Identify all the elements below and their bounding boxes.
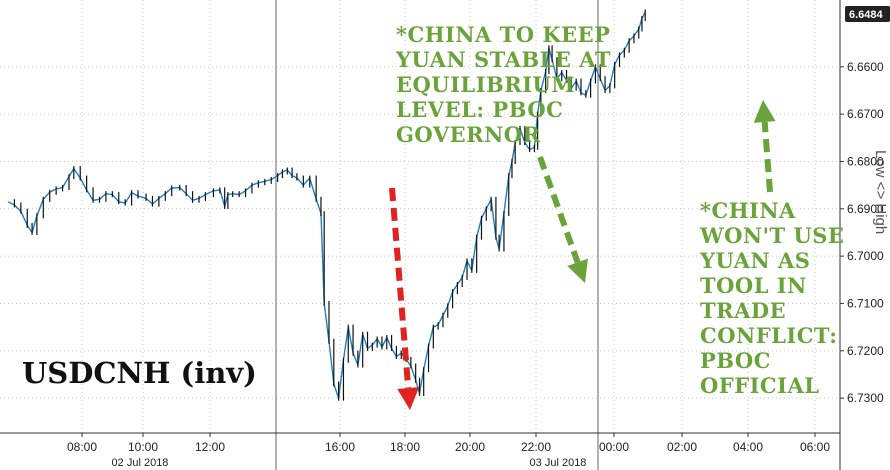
green-arrow-down-head (567, 258, 588, 283)
x-tick-label: 10:00 (128, 440, 158, 454)
x-tick-label: 16:00 (325, 440, 355, 454)
annotation-line: OFFICIAL (700, 373, 820, 398)
x-tick-label: 22:00 (521, 440, 551, 454)
annotation-line: CONFLICT: (700, 323, 838, 348)
grid-lines (0, 0, 841, 470)
red-arrow-shaft (389, 187, 412, 389)
x-tick-label: 04:00 (733, 440, 763, 454)
y-tick-label: 6.6900 (847, 202, 884, 216)
red-arrow-head (397, 387, 420, 410)
y-tick-label: 6.6600 (847, 60, 884, 74)
x-tick-label: 06:00 (800, 440, 830, 454)
green-arrow-down-shaft (537, 155, 581, 264)
green-arrow-up-head (753, 100, 776, 123)
x-tick-label: 18:00 (390, 440, 420, 454)
annotation-line: YUAN AS (699, 248, 810, 273)
annotation-line: *CHINA TO KEEP (396, 22, 610, 47)
annotation-line: YUAN STABLE AT (395, 47, 611, 72)
annotation-line: PBOC (700, 348, 771, 373)
x-tick-label: 20:00 (455, 440, 485, 454)
annotation-line: GOVERNOR (396, 122, 541, 147)
annotation-arrows (389, 100, 776, 410)
y-tick-label: 6.7300 (847, 391, 884, 405)
date-label: 03 Jul 2018 (530, 457, 587, 469)
last-value-tag: 6.6484 (845, 6, 890, 22)
series-usdcnh (7, 9, 646, 401)
y-tick-label: 6.7000 (847, 249, 884, 263)
annotation-line: *CHINA (700, 198, 796, 223)
annotation-line: TOOL IN (700, 273, 807, 298)
y-tick-label: 6.6700 (847, 107, 884, 121)
y-tick-label: 6.6800 (847, 154, 884, 168)
annotation-pboc-governor: *CHINA TO KEEP YUAN STABLE AT EQUILIBRIU… (395, 22, 619, 147)
green-arrow-down (537, 155, 588, 283)
red-arrow (389, 187, 420, 410)
x-axis: 08:00 10:00 12:00 16:00 18:00 20:00 22:00 00:00… (67, 433, 830, 469)
green-arrow-up (753, 100, 776, 193)
x-tick-label: 08:00 (67, 440, 97, 454)
annotation-line: EQUILIBRIUM (396, 72, 575, 97)
annotation-line: TRADE (700, 298, 786, 323)
y-axis: 6.6600 6.6700 6.6800 6.6900 6.7000 6.7100 6.72… (840, 60, 884, 405)
x-tick-label: 00:00 (599, 440, 629, 454)
x-tick-label: 02:00 (667, 440, 697, 454)
x-tick-label: 12:00 (195, 440, 225, 454)
last-value-label: 6.6484 (849, 9, 884, 21)
green-arrow-up-shaft (761, 121, 773, 193)
annotation-line: WON'T USE (699, 223, 844, 248)
side-label: Low <> High (872, 150, 889, 234)
date-label: 02 Jul 2018 (112, 457, 169, 469)
chart-title: USDCNH (inv) (22, 356, 257, 390)
annotation-line: LEVEL: PBOC (396, 97, 563, 122)
y-tick-label: 6.7100 (847, 296, 884, 310)
y-tick-label: 6.7200 (847, 344, 884, 358)
annotation-pboc-official: *CHINA WON'T USE YUAN AS TOOL IN TRADE C… (699, 198, 852, 398)
